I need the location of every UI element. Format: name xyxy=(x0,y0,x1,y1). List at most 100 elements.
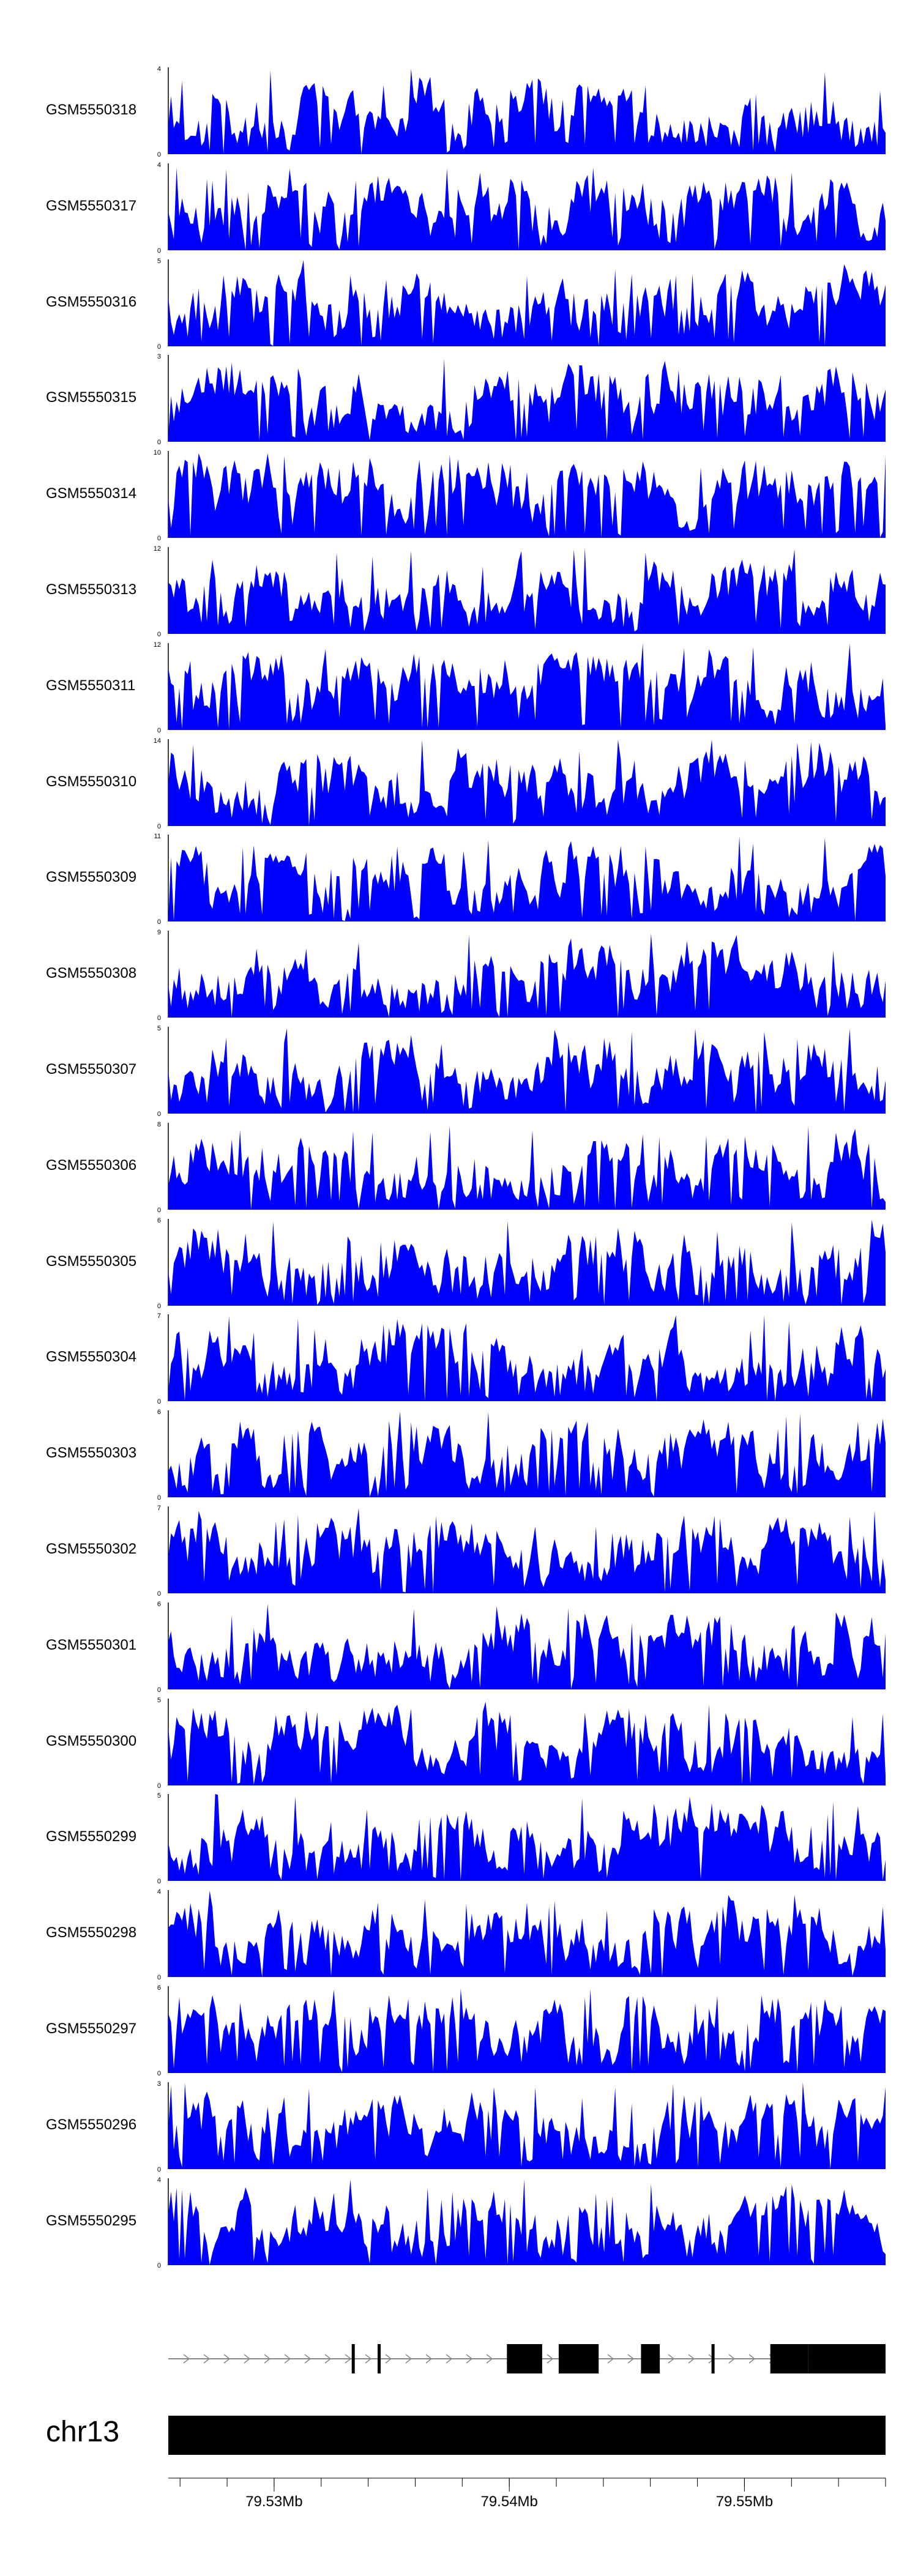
coverage-area xyxy=(168,547,886,634)
coverage-area xyxy=(168,1411,886,1497)
coverage-area xyxy=(168,1988,886,2073)
strand-arrow xyxy=(203,2354,211,2364)
strand-arrow xyxy=(627,2354,635,2364)
track-ymax-label: 7 xyxy=(157,1312,161,1320)
chromosome-label: chr13 xyxy=(46,2416,119,2448)
track-ymax-label: 12 xyxy=(154,641,161,649)
exon xyxy=(507,2344,542,2373)
coverage-area xyxy=(168,69,886,154)
track-label: GSM5550310 xyxy=(46,773,136,790)
track-label: GSM5550302 xyxy=(46,1541,136,1557)
coverage-area xyxy=(168,1890,886,1977)
strand-arrow xyxy=(547,2354,554,2364)
track-label: GSM5550311 xyxy=(46,677,135,694)
coverage-area xyxy=(168,739,886,826)
track-label: GSM5550297 xyxy=(46,2020,136,2037)
genome-axis: 79.53Mb 79.54Mb 79.55Mb xyxy=(168,2477,886,2510)
coverage-area xyxy=(168,836,886,921)
strand-arrow xyxy=(244,2354,251,2364)
track-label: GSM5550308 xyxy=(46,965,136,981)
track-ymax-label: 4 xyxy=(157,162,161,169)
coverage-track: GSM5550299 5 0 xyxy=(46,1792,886,1885)
track-ymax-label: 3 xyxy=(157,2080,161,2088)
coverage-track: GSM5550316 5 0 xyxy=(46,258,886,351)
coverage-track: GSM5550308 9 0 xyxy=(46,929,886,1022)
track-label: GSM5550313 xyxy=(46,581,136,598)
coverage-track: GSM5550302 7 0 xyxy=(46,1505,886,1598)
strand-arrow xyxy=(345,2354,352,2364)
coverage-track: GSM5550296 3 0 xyxy=(46,2080,886,2173)
track-ymax-label: 3 xyxy=(157,353,161,360)
track-ymax-label: 6 xyxy=(157,1217,161,1224)
coverage-track: GSM5550307 5 0 xyxy=(46,1025,886,1118)
coverage-area xyxy=(168,359,886,442)
track-label: GSM5550304 xyxy=(46,1349,136,1365)
coverage-track: GSM5550300 5 0 xyxy=(46,1697,886,1790)
strand-arrow xyxy=(385,2354,392,2364)
track-ymin-label: 0 xyxy=(157,247,161,255)
coverage-area xyxy=(168,1028,886,1114)
track-ymin-label: 0 xyxy=(157,2070,161,2077)
coverage-track: GSM5550297 6 0 xyxy=(46,1984,886,2077)
track-label: GSM5550296 xyxy=(46,2116,136,2133)
strand-arrow xyxy=(324,2354,332,2364)
strand-arrow xyxy=(446,2354,453,2364)
strand-arrow xyxy=(688,2354,695,2364)
coverage-tracks: GSM555031840GSM555031740GSM555031650GSM5… xyxy=(46,65,886,2269)
track-ymin-label: 0 xyxy=(157,535,161,542)
coverage-area xyxy=(168,1794,886,1881)
coverage-area xyxy=(168,1604,886,1689)
exon xyxy=(770,2344,808,2373)
track-ymin-label: 0 xyxy=(157,918,161,926)
coverage-track: GSM5550304 7 0 xyxy=(46,1312,886,1405)
exon xyxy=(351,2344,355,2373)
strand-arrow xyxy=(466,2354,473,2364)
exon xyxy=(641,2344,660,2373)
track-ymax-label: 6 xyxy=(157,1409,161,1416)
coverage-area xyxy=(168,934,886,1018)
track-ymin-label: 0 xyxy=(157,1207,161,1214)
strand-arrow xyxy=(284,2354,291,2364)
strand-arrow xyxy=(486,2354,493,2364)
track-ymax-label: 14 xyxy=(154,737,161,745)
track-ymin-label: 0 xyxy=(157,1303,161,1310)
strand-arrow xyxy=(365,2354,372,2364)
track-ymin-label: 0 xyxy=(157,631,161,638)
track-ymin-label: 0 xyxy=(157,2166,161,2173)
coverage-area xyxy=(168,1125,886,1210)
track-ymax-label: 5 xyxy=(157,1025,161,1032)
axis-tick-label: 79.55Mb xyxy=(716,2493,773,2510)
track-label: GSM5550307 xyxy=(46,1061,136,1078)
track-label: GSM5550314 xyxy=(46,485,136,502)
strand-arrow xyxy=(748,2354,756,2364)
strand-arrow xyxy=(607,2354,614,2364)
track-ymax-label: 6 xyxy=(157,1601,161,1608)
coverage-area xyxy=(168,1702,886,1785)
track-ymin-label: 0 xyxy=(157,343,161,351)
track-label: GSM5550305 xyxy=(46,1253,136,1270)
track-ymin-label: 0 xyxy=(157,1686,161,1694)
coverage-track: GSM5550311 12 0 xyxy=(46,641,886,734)
track-ymax-label: 6 xyxy=(157,1984,161,1992)
track-ymin-label: 0 xyxy=(157,1494,161,1502)
track-ymax-label: 11 xyxy=(154,833,161,840)
coverage-track: GSM5550305 6 0 xyxy=(46,1217,886,1310)
track-label: GSM5550298 xyxy=(46,1924,136,1941)
coverage-track: GSM5550295 4 0 xyxy=(46,2176,886,2269)
track-label: GSM5550301 xyxy=(46,1637,136,1653)
strand-arrow xyxy=(223,2354,231,2364)
track-label: GSM5550318 xyxy=(46,102,136,118)
chromosome-bar xyxy=(168,2416,886,2455)
coverage-track: GSM5550306 8 0 xyxy=(46,1121,886,1214)
track-label: GSM5550306 xyxy=(46,1157,136,1174)
strand-arrow xyxy=(264,2354,271,2364)
axis-tick-label: 79.53Mb xyxy=(245,2493,302,2510)
strand-arrow xyxy=(425,2354,433,2364)
track-ymin-label: 0 xyxy=(157,1014,161,1022)
track-ymin-label: 0 xyxy=(157,151,161,158)
track-ymin-label: 0 xyxy=(157,1398,161,1405)
track-ymin-label: 0 xyxy=(157,1111,161,1118)
chromosome-track: chr13 xyxy=(46,2416,886,2455)
coverage-track: GSM5550313 12 0 xyxy=(46,545,886,638)
